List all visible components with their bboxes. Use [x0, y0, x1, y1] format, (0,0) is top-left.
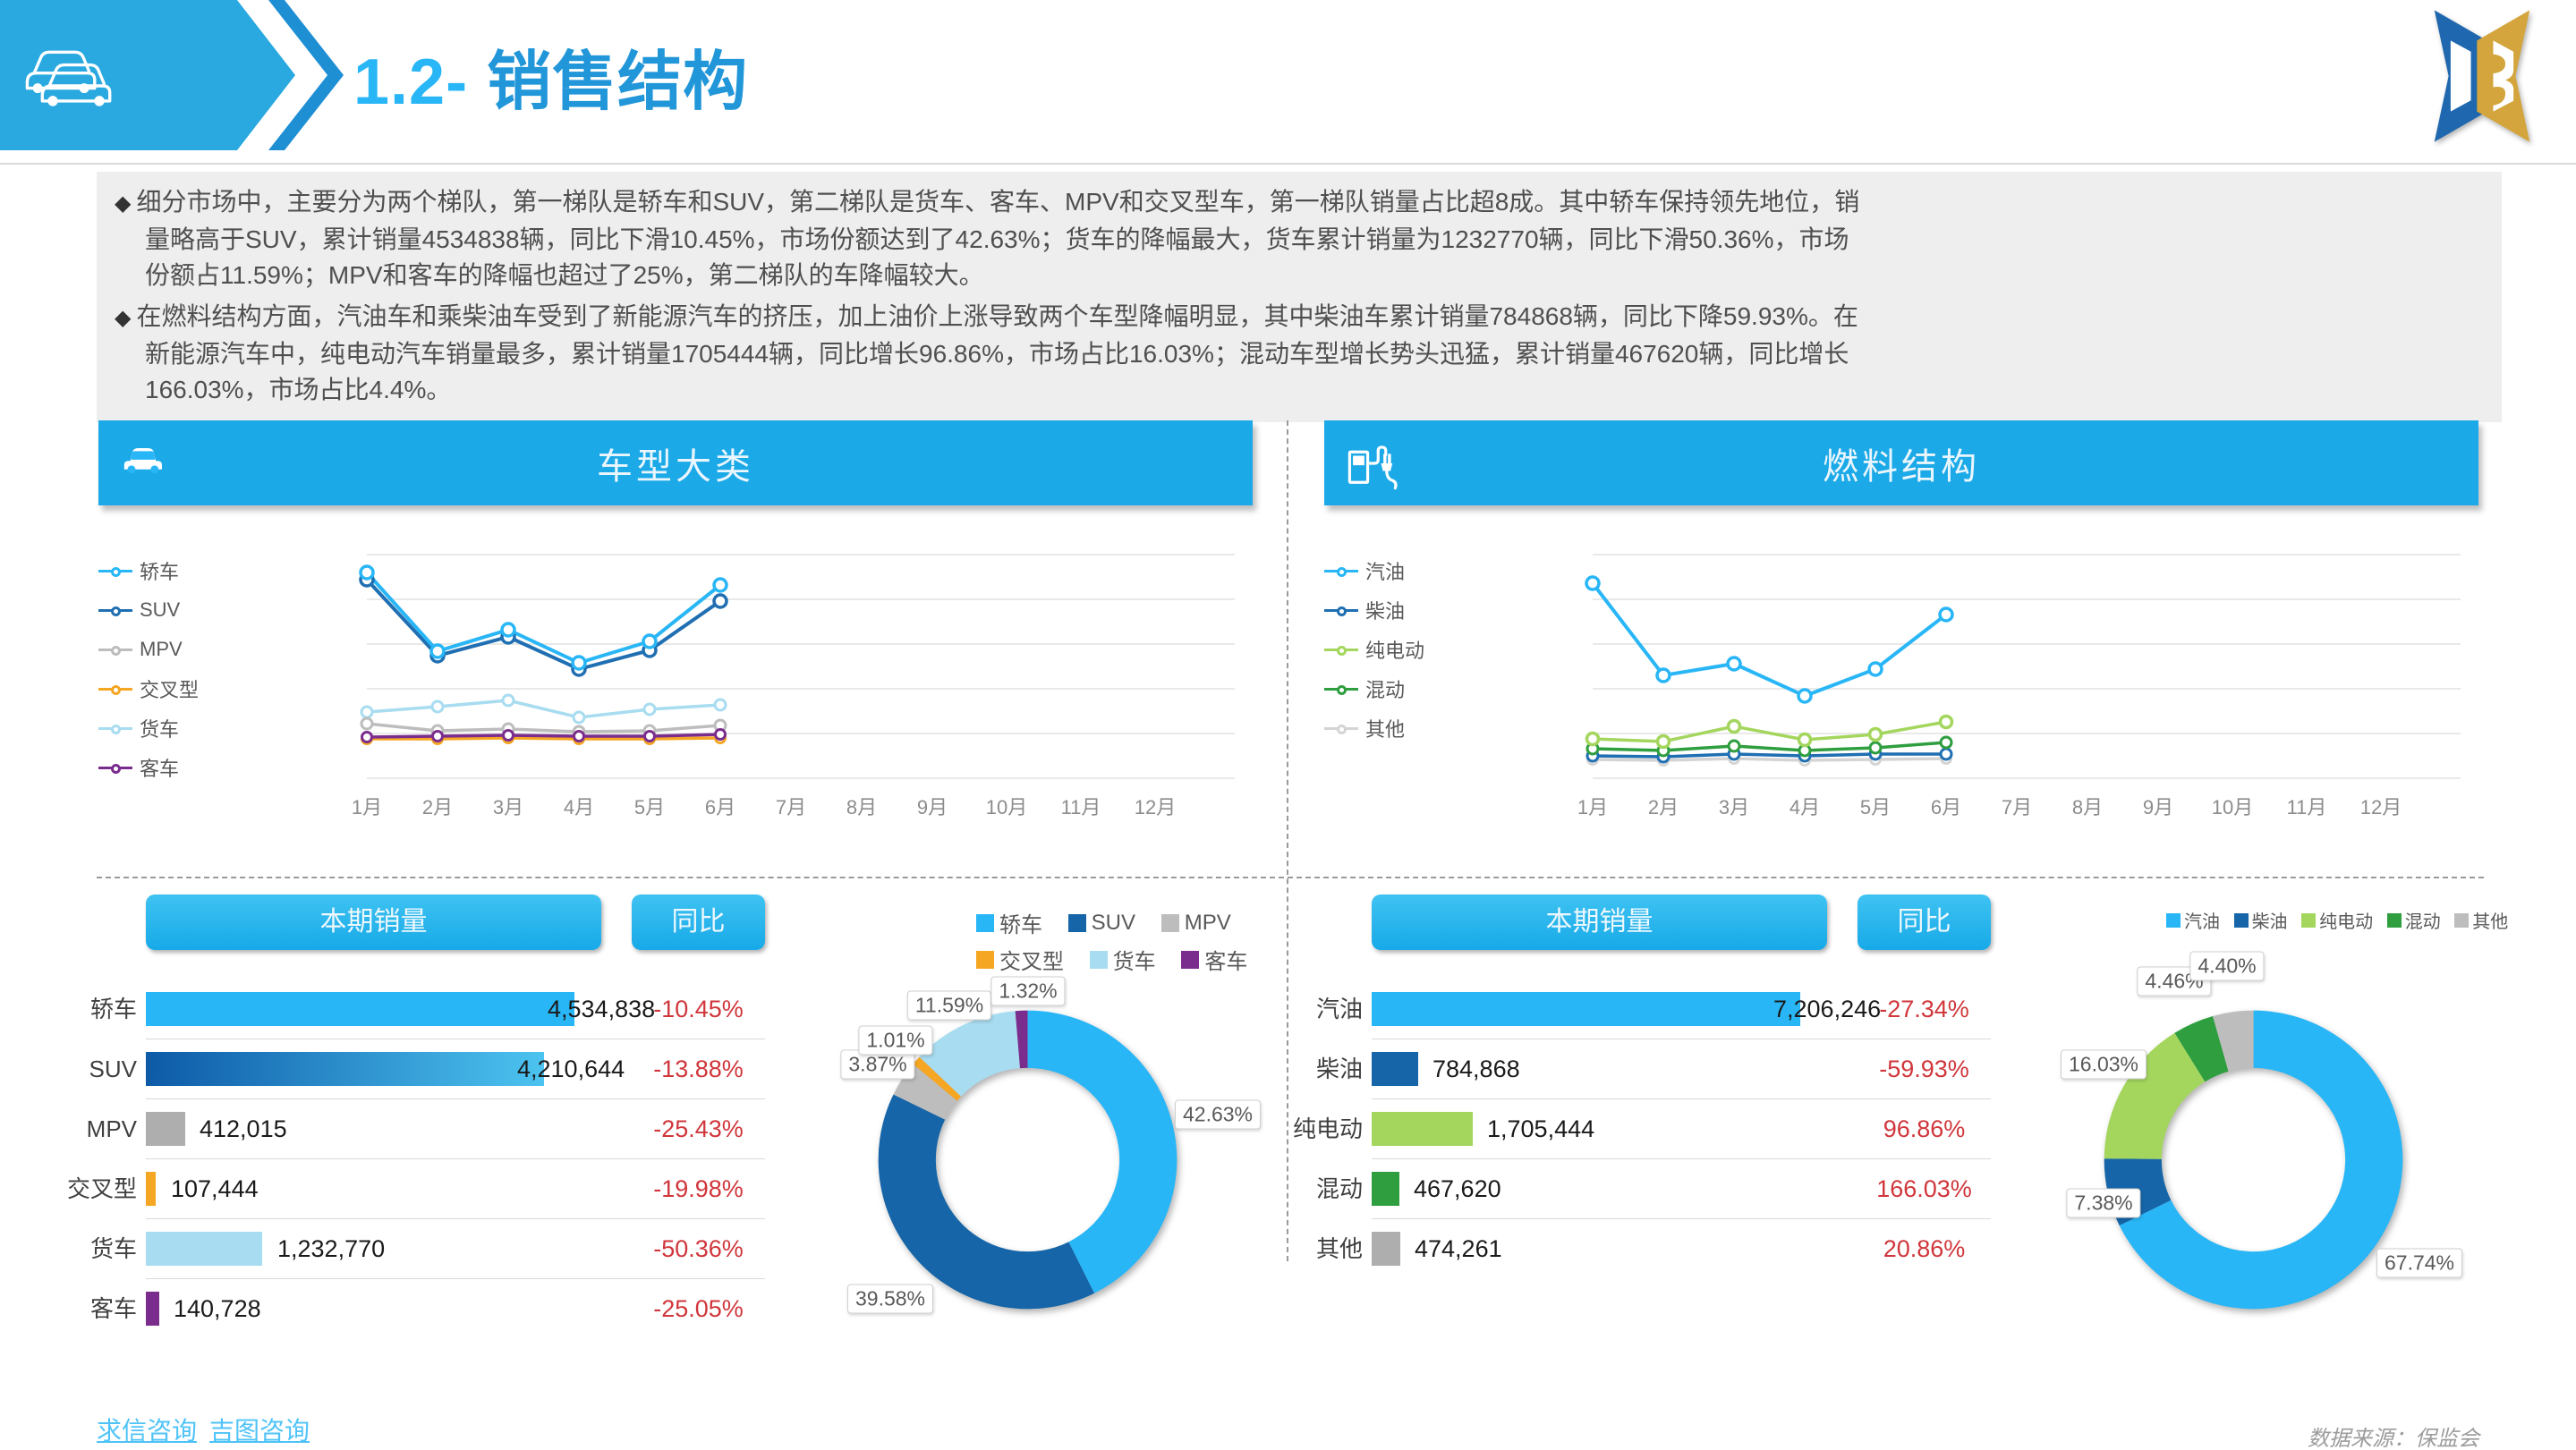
svg-text:1月: 1月 — [352, 796, 382, 818]
svg-text:11月: 11月 — [2287, 796, 2327, 818]
svg-text:9月: 9月 — [917, 796, 948, 818]
svg-text:10月: 10月 — [2212, 796, 2253, 818]
svg-text:6月: 6月 — [1931, 796, 1961, 818]
svg-text:5月: 5月 — [634, 796, 665, 818]
svg-text:3月: 3月 — [493, 796, 523, 818]
svg-text:4月: 4月 — [1790, 796, 1820, 818]
svg-text:2月: 2月 — [1648, 796, 1679, 818]
svg-text:4月: 4月 — [564, 796, 594, 818]
svg-text:6月: 6月 — [705, 796, 735, 818]
svg-text:11月: 11月 — [1061, 796, 1101, 818]
svg-text:7月: 7月 — [2002, 796, 2032, 818]
svg-text:12月: 12月 — [1135, 796, 1176, 818]
svg-text:3月: 3月 — [1719, 796, 1749, 818]
svg-text:2月: 2月 — [422, 796, 453, 818]
svg-text:9月: 9月 — [2143, 796, 2173, 818]
svg-text:10月: 10月 — [986, 796, 1027, 818]
svg-text:8月: 8月 — [846, 796, 877, 818]
svg-text:8月: 8月 — [2072, 796, 2103, 818]
svg-text:7月: 7月 — [776, 796, 806, 818]
svg-text:1月: 1月 — [1577, 796, 1608, 818]
svg-text:5月: 5月 — [1860, 796, 1891, 818]
svg-text:12月: 12月 — [2360, 796, 2402, 818]
